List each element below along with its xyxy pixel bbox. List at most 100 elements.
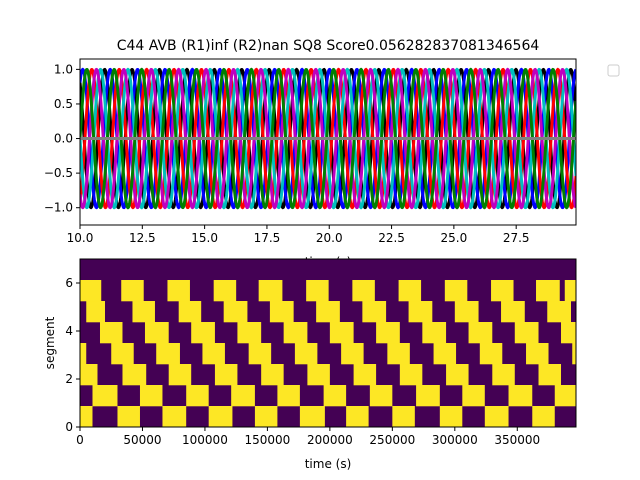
heatmap-cell: [237, 322, 262, 344]
x-tick-label: 10.0: [67, 231, 94, 245]
heatmap-cell: [261, 364, 284, 386]
heatmap-cell: [269, 301, 294, 323]
heatmap-cell: [283, 322, 308, 344]
heatmap-cell: [299, 406, 325, 428]
heatmap-cell: [307, 364, 330, 386]
y-tick-label: 6: [65, 276, 73, 290]
x-tick-label: 15.0: [191, 231, 218, 245]
heatmap-cell: [277, 385, 300, 407]
heatmap-cell: [329, 322, 354, 344]
heatmap-cell: [398, 280, 422, 302]
heatmap-cell: [444, 280, 468, 302]
heatmap-cell: [353, 364, 377, 386]
y-tick-label: 0: [65, 420, 73, 434]
y-tick-label: −1.0: [44, 201, 73, 215]
heatmap-cell: [346, 406, 369, 428]
heatmap-cell: [422, 322, 447, 344]
heatmap-cell: [132, 301, 155, 323]
heatmap-cell: [514, 322, 539, 344]
plot-frame: [79, 58, 577, 226]
heatmap-cell: [547, 301, 571, 323]
x-tick-label: 350000: [494, 433, 540, 447]
series-line-4: [80, 67, 576, 210]
heatmap-cell: [454, 301, 479, 323]
heatmap-cell: [536, 280, 560, 302]
heatmap-cell: [376, 322, 400, 344]
heatmap-cell: [92, 385, 118, 407]
series-line-1: [80, 67, 576, 210]
line-chart: C44 AVB (R1)inf (R2)nan SQ8 Score0.05628…: [44, 38, 620, 269]
heatmap-cell: [491, 280, 514, 302]
x-tick-label: 17.5: [254, 231, 281, 245]
y-axis-ticks: −1.0 −0.5 0.0 0.5 1.0: [44, 62, 80, 215]
x-tick-label: 100000: [182, 433, 228, 447]
heatmap-cell: [258, 280, 283, 302]
heatmap-cell: [80, 406, 93, 428]
heatmap-cell: [352, 280, 375, 302]
heatmap-chart: 0 50000 100000 150000 200000 250000 300000 3500…: [43, 258, 577, 471]
x-tick-label: 250000: [369, 433, 415, 447]
heatmap-cell: [231, 385, 255, 407]
heatmap-cell: [572, 343, 576, 365]
heatmap-cell: [294, 343, 318, 365]
heatmap-cell: [501, 301, 525, 323]
heatmap-cell: [416, 385, 440, 407]
heatmap-cell: [186, 385, 209, 407]
x-tick-label: 27.5: [503, 231, 530, 245]
heatmap-cell: [202, 343, 225, 365]
y-tick-label: 2: [65, 372, 73, 386]
heatmap-cell: [168, 364, 192, 386]
heatmap-cell: [306, 280, 329, 302]
heatmap-cell: [399, 364, 423, 386]
y-tick-label: 0.0: [54, 132, 73, 146]
x-axis-ticks: 0 50000 100000 150000 200000 250000 300000 3500…: [76, 427, 540, 447]
y-tick-label: 1.0: [54, 62, 73, 76]
heatmap-cell: [117, 406, 140, 428]
heatmap-cell: [561, 322, 576, 344]
heatmap-cell: [554, 385, 576, 407]
x-tick-label: 0: [76, 433, 84, 447]
heatmap-cell: [362, 301, 387, 323]
x-tick-label: 12.5: [129, 231, 156, 245]
heatmap-cell: [538, 364, 562, 386]
heatmap-cell: [213, 280, 237, 302]
heatmap-cell: [80, 343, 87, 365]
x-tick-label: 25.0: [441, 231, 468, 245]
heatmap-cells: [80, 259, 576, 428]
heatmap-cell: [468, 322, 493, 344]
y-tick-label: 4: [65, 324, 73, 338]
x-tick-label: 300000: [432, 433, 478, 447]
x-axis-label: time (s): [305, 457, 352, 471]
x-tick-label: 150000: [244, 433, 290, 447]
heatmap-cell: [156, 343, 180, 365]
heatmap-cell: [392, 406, 415, 428]
heatmap-cell: [341, 343, 364, 365]
heatmap-cell: [526, 343, 549, 365]
series-line-5: [80, 67, 576, 210]
y-axis-ticks: 0 2 4 6: [65, 276, 80, 434]
heatmap-cell: [99, 322, 123, 344]
heatmap-cell: [208, 406, 233, 428]
heatmap-cell: [139, 385, 163, 407]
chart-title: C44 AVB (R1)inf (R2)nan SQ8 Score0.05628…: [117, 38, 540, 54]
heatmap-cell: [80, 364, 98, 386]
heatmap-cell: [484, 406, 509, 428]
heatmap-cell: [433, 343, 457, 365]
heatmap-cell: [178, 301, 202, 323]
heatmap-cell: [323, 385, 347, 407]
heatmap-cell: [508, 385, 533, 407]
heatmap-cell: [369, 385, 393, 407]
heatmap-cell: [144, 322, 169, 344]
heatmap-cell: [387, 343, 410, 365]
line-series-group: [80, 67, 576, 210]
x-axis-ticks: 10.0 12.5 15.0 17.5 20.0 22.5 25.0 27.5: [67, 225, 530, 245]
heatmap-cell: [191, 322, 215, 344]
heatmap-cell: [446, 364, 469, 386]
heatmap-cell: [532, 406, 555, 428]
heatmap-cell: [248, 343, 272, 365]
heatmap-cell: [492, 364, 515, 386]
heatmap-cell: [122, 364, 147, 386]
y-tick-label: −0.5: [44, 166, 73, 180]
heatmap-cell: [80, 280, 102, 302]
heatmap-frame: [79, 258, 577, 428]
